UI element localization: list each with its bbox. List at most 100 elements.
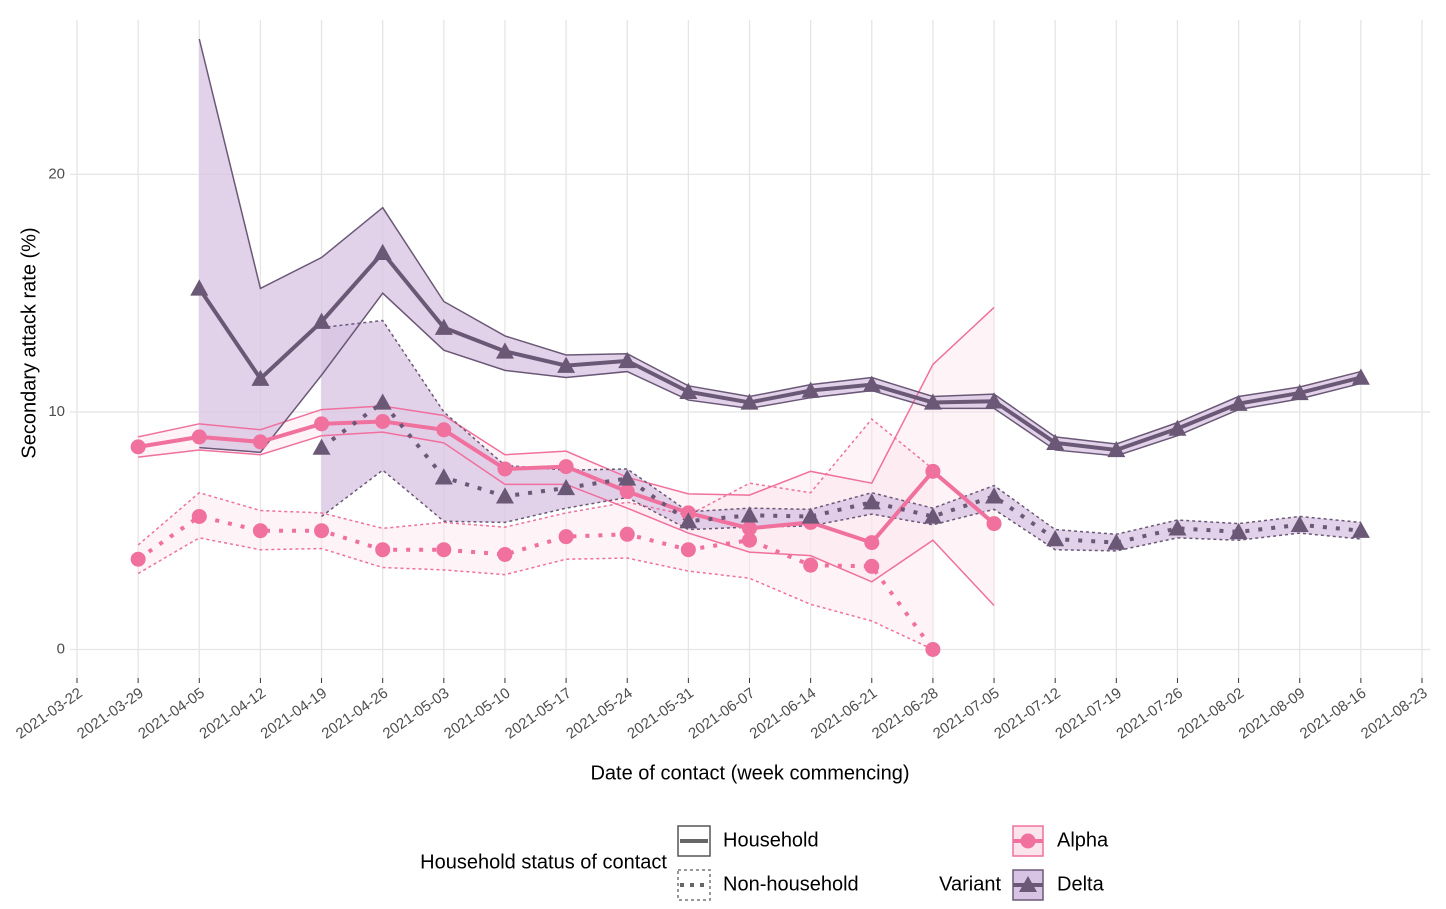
point-marker (434, 468, 453, 485)
point-marker (190, 279, 209, 296)
x-tick-label: 2021-06-14 (747, 685, 820, 743)
point-marker (375, 542, 391, 558)
legend-marker (1020, 833, 1036, 849)
point-marker (986, 516, 1002, 532)
point-marker (1168, 519, 1187, 536)
markers (130, 243, 1370, 657)
ci-edge (198, 38, 1362, 445)
point-marker (1168, 419, 1187, 436)
point-marker (314, 523, 330, 539)
point-marker (436, 422, 452, 438)
y-tick-label: 10 (48, 403, 65, 420)
point-marker (864, 535, 880, 551)
point-marker (558, 459, 574, 475)
x-tick-label: 2021-07-05 (930, 685, 1003, 743)
x-tick-label: 2021-05-03 (380, 685, 453, 743)
point-marker (679, 512, 698, 529)
point-marker (1229, 394, 1248, 411)
point-marker (1290, 515, 1309, 532)
bands (138, 39, 1361, 650)
x-tick-label: 2021-06-07 (685, 685, 758, 743)
point-marker (312, 312, 331, 329)
point-marker (925, 641, 941, 657)
ci-band (138, 419, 933, 650)
point-marker (985, 392, 1004, 409)
ci-edge (137, 537, 934, 651)
x-tick-label: 2021-03-29 (74, 685, 147, 743)
x-tick-label: 2021-05-10 (441, 685, 514, 743)
point-marker (557, 478, 576, 496)
point-marker (495, 342, 514, 359)
ci-band (321, 320, 1361, 551)
point-marker (801, 381, 820, 398)
point-marker (864, 558, 880, 574)
point-marker (495, 487, 514, 504)
point-marker (803, 557, 819, 573)
legend-title: Household status of contact (420, 851, 667, 873)
point-marker (801, 507, 820, 524)
x-tick-label: 2021-08-02 (1175, 685, 1248, 743)
point-marker (618, 469, 637, 486)
point-marker (1107, 533, 1126, 550)
legend-label: Delta (1057, 873, 1105, 895)
x-tick-label: 2021-06-28 (869, 685, 942, 743)
x-tick-label: 2021-08-09 (1236, 685, 1309, 743)
series-line (320, 399, 1362, 545)
point-marker (130, 439, 146, 455)
point-marker (1290, 383, 1309, 401)
ci-edge (199, 292, 1362, 457)
legend-marker (1019, 876, 1037, 892)
x-axis-title: Date of contact (week commencing) (590, 762, 909, 784)
x-tick-label: 2021-05-31 (624, 685, 697, 743)
x-tick-label: 2021-07-12 (991, 685, 1064, 743)
x-tick-label: 2021-05-17 (502, 685, 575, 743)
series-line (136, 514, 935, 651)
legend-title: Variant (939, 873, 1001, 895)
x-tick-label: 2021-04-05 (135, 685, 208, 743)
x-tick-label: 2021-08-23 (1358, 685, 1431, 743)
point-marker (1046, 433, 1065, 451)
y-tick-label: 0 (57, 640, 65, 657)
point-marker (375, 413, 391, 429)
point-marker (925, 463, 941, 479)
point-marker (252, 434, 268, 450)
x-tick-label: 2021-06-21 (808, 685, 881, 743)
point-marker (680, 542, 696, 558)
point-marker (923, 393, 942, 410)
legend-label: Household (723, 829, 819, 851)
y-axis-title: Secondary attack rate (%) (18, 227, 40, 458)
point-marker (742, 532, 757, 548)
x-tick-label: 2021-03-22 (13, 685, 86, 743)
point-marker (191, 429, 207, 445)
point-marker (923, 507, 942, 524)
point-marker (1229, 522, 1248, 540)
x-tick-label: 2021-04-12 (196, 685, 269, 743)
point-marker (497, 461, 513, 477)
ci-band (199, 39, 1361, 456)
ci-band (138, 307, 995, 606)
point-marker (1046, 530, 1065, 547)
series-line (197, 249, 1362, 452)
legend-label: Alpha (1057, 829, 1109, 851)
point-marker (619, 484, 635, 500)
point-marker (373, 243, 392, 260)
x-tick-label: 2021-04-19 (258, 685, 331, 743)
point-marker (740, 506, 759, 523)
point-marker (619, 526, 635, 542)
point-marker (436, 542, 452, 558)
point-marker (314, 416, 330, 432)
point-marker (252, 523, 268, 539)
x-tick-label: 2021-05-24 (563, 685, 636, 743)
ci-edge (137, 418, 934, 546)
point-marker (985, 487, 1004, 504)
point-marker (1351, 368, 1370, 385)
ci-edge (137, 306, 995, 496)
x-tick-label: 2021-07-26 (1113, 685, 1186, 743)
point-marker (742, 520, 757, 536)
x-tick-label: 2021-04-26 (319, 685, 392, 743)
point-marker (312, 438, 331, 455)
point-marker (251, 369, 270, 386)
point-marker (130, 551, 146, 567)
point-marker (862, 493, 881, 510)
